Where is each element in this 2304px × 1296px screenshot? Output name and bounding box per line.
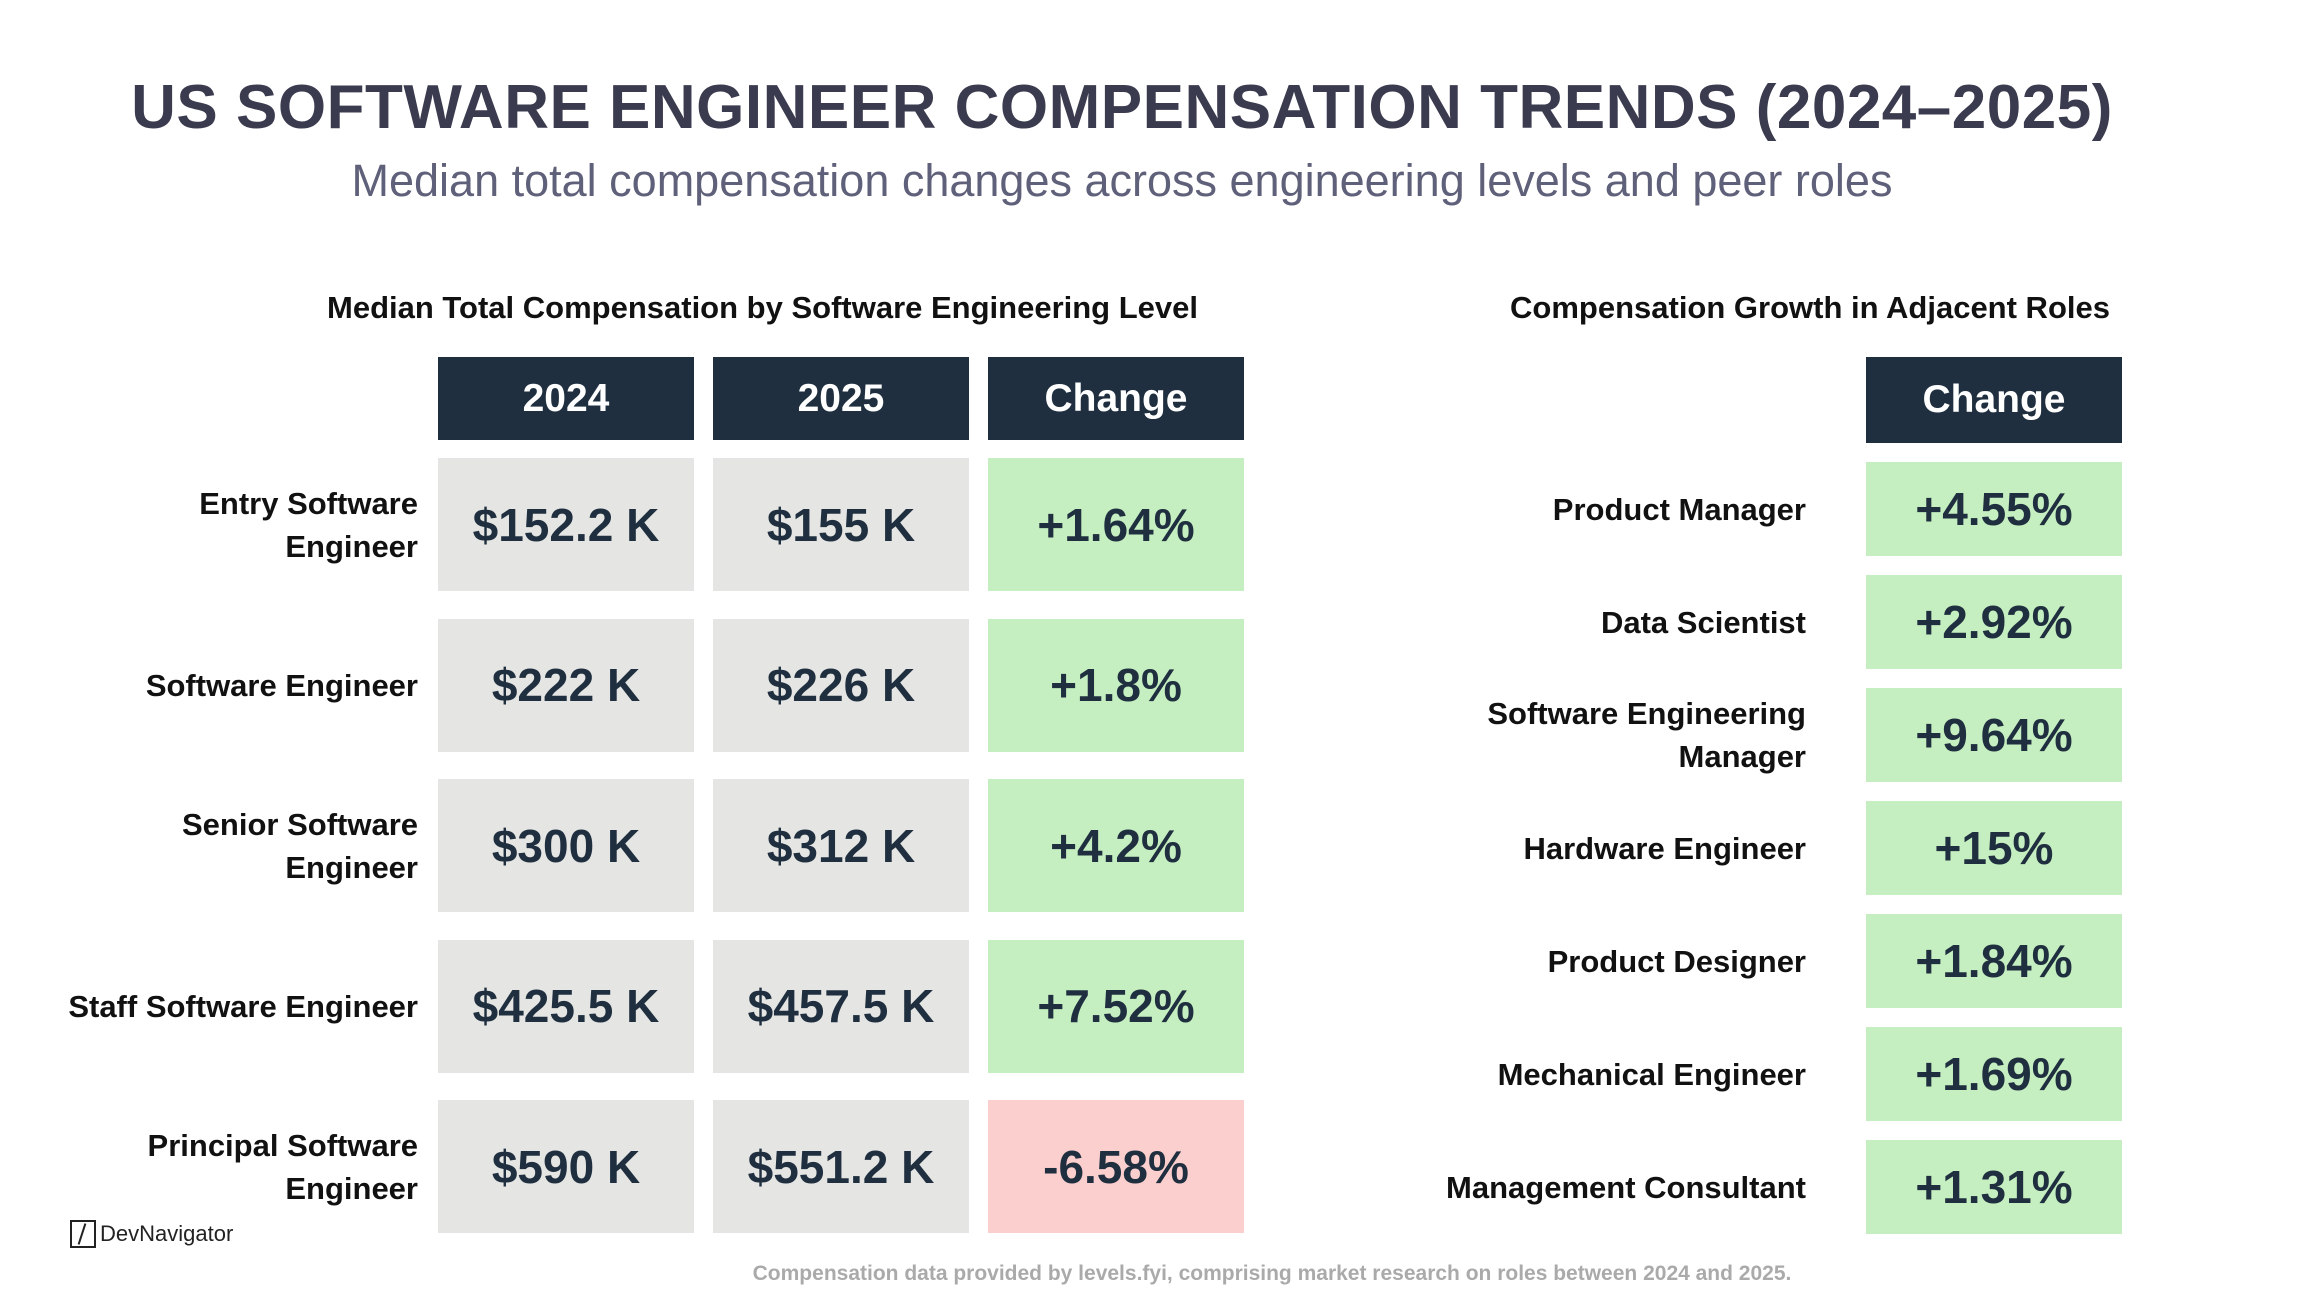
page-title: US SOFTWARE ENGINEER COMPENSATION TRENDS… xyxy=(131,73,2113,142)
value-2024: $152.2 K xyxy=(438,458,694,591)
value-2025: $312 K xyxy=(713,779,969,912)
row-label: Staff Software Engineer xyxy=(68,988,418,1024)
role-label: Mechanical Engineer xyxy=(1497,1056,1806,1092)
logo-icon xyxy=(70,1220,96,1248)
page-subtitle: Median total compensation changes across… xyxy=(351,155,1893,206)
levels-table-title: Median Total Compensation by Software En… xyxy=(327,290,1198,325)
role-change-value: +9.64% xyxy=(1866,688,2122,782)
role-label: Data Scientist xyxy=(1600,604,1806,640)
change-value: +1.64% xyxy=(988,458,1244,591)
value-2024: $222 K xyxy=(438,618,694,752)
row-label: Entry Software Engineer xyxy=(199,485,418,564)
value-2024: $425.5 K xyxy=(438,939,694,1073)
role-label: Product Manager xyxy=(1552,491,1806,527)
logo-text: DevNavigator xyxy=(100,1221,234,1246)
column-header-2025: 2025 xyxy=(713,357,969,440)
role-change-value: +2.92% xyxy=(1866,575,2122,669)
column-header-2024: 2024 xyxy=(438,357,694,440)
logo: DevNavigator xyxy=(70,1220,233,1248)
role-change-value: +4.55% xyxy=(1866,462,2122,556)
change-value: +4.2% xyxy=(988,779,1244,912)
value-2024: $590 K xyxy=(438,1100,694,1233)
row-label: Software Engineer xyxy=(145,667,418,703)
role-label: Software Engineering Manager xyxy=(1487,696,1806,774)
role-change-value: +1.84% xyxy=(1866,914,2122,1008)
row-label: Principal Software Engineer xyxy=(147,1127,418,1206)
role-label: Hardware Engineer xyxy=(1523,830,1806,866)
change-value: +7.52% xyxy=(988,939,1244,1073)
roles-table-title: Compensation Growth in Adjacent Roles xyxy=(1510,290,2110,325)
value-2025: $226 K xyxy=(713,618,969,752)
row-label: Senior Software Engineer xyxy=(182,806,418,885)
column-header-change: Change xyxy=(988,357,1244,440)
column-header-change: Change xyxy=(1866,357,2122,443)
role-change-value: +1.69% xyxy=(1866,1027,2122,1121)
value-2024: $300 K xyxy=(438,779,694,912)
value-2025: $551.2 K xyxy=(713,1100,969,1233)
role-label: Product Designer xyxy=(1547,943,1806,979)
change-value: +1.8% xyxy=(988,618,1244,752)
role-change-value: +1.31% xyxy=(1866,1140,2122,1234)
role-label: Management Consultant xyxy=(1446,1169,1806,1205)
value-2025: $457.5 K xyxy=(713,939,969,1073)
change-value: -6.58% xyxy=(988,1100,1244,1233)
source-footnote: Compensation data provided by levels.fyi… xyxy=(752,1262,1792,1285)
role-change-value: +15% xyxy=(1866,801,2122,895)
value-2025: $155 K xyxy=(713,458,969,591)
